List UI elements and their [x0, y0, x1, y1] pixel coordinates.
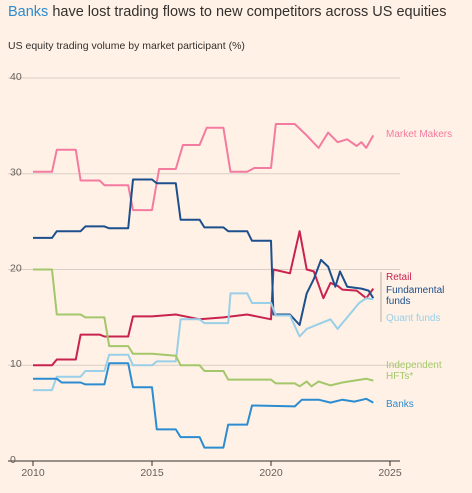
- series-label: Fundamental funds: [386, 285, 445, 307]
- series-label: Market Makers: [386, 128, 453, 140]
- series-line: [33, 292, 374, 392]
- y-tick-label: 40: [10, 71, 22, 83]
- x-tick-label: 2025: [378, 467, 402, 479]
- chart-title: Banks have lost trading flows to new com…: [8, 4, 446, 20]
- y-tick-label: 0: [10, 454, 16, 466]
- title-highlight: Banks: [8, 4, 49, 20]
- series-line: [33, 268, 374, 388]
- series-label: Banks: [386, 398, 414, 410]
- x-tick-label: 2020: [259, 467, 283, 479]
- x-tick-label: 2010: [21, 467, 45, 479]
- series-line: [33, 178, 375, 326]
- x-tick-label: 2015: [140, 467, 164, 479]
- series-label: Independent HFTs*: [386, 360, 442, 382]
- y-tick-label: 30: [10, 167, 22, 179]
- series-line: [33, 362, 374, 449]
- series-label: Retail: [386, 271, 412, 283]
- title-rest: have lost trading flows to new competito…: [48, 4, 447, 20]
- series-label: Quant funds: [386, 312, 441, 324]
- series-line: [33, 230, 375, 367]
- chart-subtitle: US equity trading volume by market parti…: [8, 40, 245, 52]
- y-tick-label: 20: [10, 262, 22, 274]
- series-line: [33, 123, 375, 212]
- y-tick-label: 10: [10, 358, 22, 370]
